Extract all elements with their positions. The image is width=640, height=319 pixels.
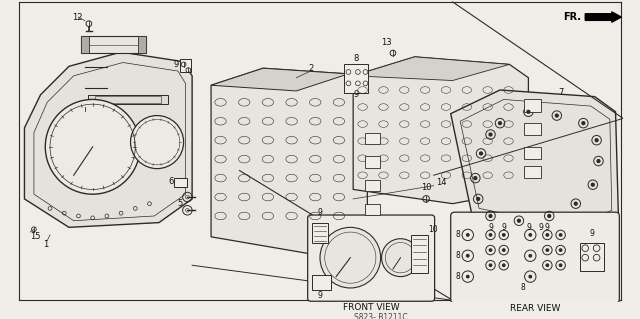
Text: 9: 9 [545, 223, 550, 232]
Text: 9: 9 [317, 208, 323, 217]
Bar [524, 166, 541, 178]
Circle shape [477, 197, 479, 200]
Text: 8: 8 [520, 284, 525, 293]
Bar [344, 64, 368, 93]
Text: 13: 13 [381, 38, 392, 47]
Text: 7: 7 [559, 88, 564, 97]
Text: 2: 2 [308, 64, 313, 73]
Text: 8: 8 [456, 272, 461, 281]
Bar [95, 96, 161, 103]
Text: 12: 12 [72, 12, 83, 22]
Text: 1: 1 [43, 240, 48, 249]
Text: 6: 6 [168, 177, 174, 186]
Text: 11: 11 [71, 109, 81, 118]
Circle shape [529, 254, 532, 258]
Text: REAR VIEW: REAR VIEW [510, 304, 560, 313]
Circle shape [320, 227, 381, 288]
Circle shape [502, 233, 506, 237]
Text: 10: 10 [428, 225, 438, 234]
Bar [524, 123, 541, 136]
Circle shape [381, 239, 419, 277]
Polygon shape [24, 52, 192, 227]
Bar [365, 204, 380, 215]
Circle shape [545, 248, 549, 252]
Bar [365, 133, 380, 144]
Bar [180, 59, 191, 72]
Bar [312, 275, 332, 290]
Circle shape [466, 275, 470, 278]
Circle shape [529, 275, 532, 278]
Text: 5: 5 [177, 199, 182, 208]
Circle shape [466, 233, 470, 237]
Polygon shape [353, 57, 529, 204]
Text: 9: 9 [488, 223, 493, 232]
Text: FRONT VIEW: FRONT VIEW [343, 303, 399, 312]
Circle shape [529, 233, 532, 237]
Circle shape [488, 233, 492, 237]
Bar [88, 95, 168, 104]
Bar [365, 156, 380, 168]
Bar [411, 235, 428, 273]
Text: S823- B1211C: S823- B1211C [354, 313, 408, 319]
Circle shape [488, 248, 492, 252]
FancyArrow shape [585, 12, 621, 22]
FancyBboxPatch shape [308, 215, 435, 301]
Text: 9: 9 [501, 223, 506, 232]
Text: 15: 15 [30, 232, 40, 241]
Bar [138, 36, 146, 53]
Polygon shape [353, 57, 509, 80]
Polygon shape [211, 68, 367, 254]
Circle shape [474, 177, 477, 180]
Text: 8: 8 [456, 251, 461, 260]
Text: 9: 9 [173, 60, 179, 69]
Circle shape [548, 215, 550, 218]
Text: 9   9: 9 9 [527, 223, 543, 232]
Circle shape [489, 133, 492, 136]
Circle shape [489, 215, 492, 218]
Text: 10: 10 [421, 183, 431, 192]
Circle shape [556, 114, 558, 117]
Circle shape [502, 248, 506, 252]
Text: 9: 9 [353, 90, 358, 99]
Bar [580, 242, 604, 271]
Circle shape [559, 248, 563, 252]
Text: 8: 8 [353, 54, 358, 63]
Circle shape [488, 263, 492, 267]
Polygon shape [451, 90, 618, 235]
Circle shape [131, 115, 184, 169]
Circle shape [479, 152, 483, 155]
Bar [174, 178, 188, 187]
Polygon shape [211, 68, 348, 91]
Circle shape [582, 122, 585, 124]
Circle shape [591, 183, 594, 186]
Text: FR.: FR. [563, 12, 582, 22]
Circle shape [466, 254, 470, 258]
Bar [524, 100, 541, 112]
Text: 9: 9 [589, 228, 595, 238]
Circle shape [545, 233, 549, 237]
FancyBboxPatch shape [451, 212, 620, 303]
Circle shape [574, 202, 577, 205]
Bar [81, 36, 146, 53]
Bar [524, 147, 541, 159]
Circle shape [499, 122, 501, 124]
Bar [312, 223, 328, 243]
Circle shape [527, 110, 530, 113]
Circle shape [559, 263, 563, 267]
Bar [81, 36, 89, 53]
Circle shape [559, 233, 563, 237]
Circle shape [45, 100, 140, 194]
Circle shape [502, 263, 506, 267]
Text: 14: 14 [436, 178, 447, 187]
Circle shape [597, 160, 600, 162]
Bar [365, 180, 380, 191]
Circle shape [595, 139, 598, 142]
Circle shape [545, 263, 549, 267]
Text: 9: 9 [317, 291, 323, 300]
Text: 8: 8 [456, 230, 461, 240]
Circle shape [518, 219, 520, 222]
